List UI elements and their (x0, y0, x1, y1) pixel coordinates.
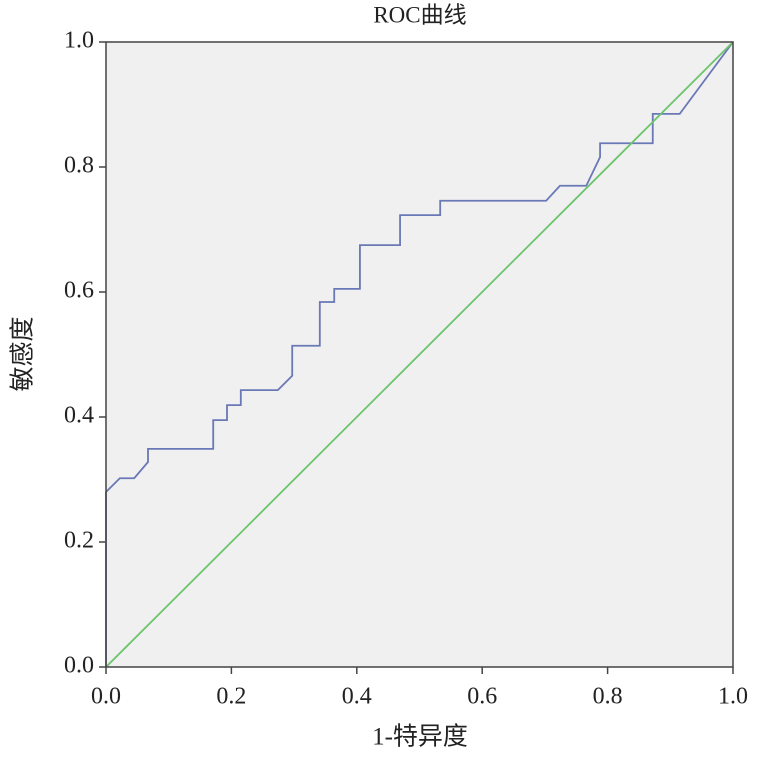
y-axis-label: 敏感度 (9, 316, 37, 391)
x-tick-label: 0.2 (216, 684, 246, 710)
y-tick-label: 0.2 (64, 528, 94, 554)
x-tick-label: 0.0 (91, 684, 121, 710)
y-tick-label: 0.0 (64, 653, 94, 679)
x-tick-label: 0.8 (593, 684, 623, 710)
line-series (105, 41, 734, 668)
y-tick-label: 0.6 (64, 278, 94, 304)
plot-border (105, 41, 734, 668)
y-tick-label: 0.8 (64, 153, 94, 179)
chart-title: ROC曲线 (373, 2, 466, 27)
x-tick-label: 0.4 (342, 684, 372, 710)
y-tick-label: 0.4 (64, 403, 94, 429)
x-tick-label: 0.6 (467, 684, 497, 710)
x-tick-label: 1.0 (718, 684, 748, 710)
y-tick-label: 1.0 (64, 28, 94, 54)
x-axis-label: 1-特异度 (372, 723, 468, 751)
line-series (105, 41, 734, 667)
